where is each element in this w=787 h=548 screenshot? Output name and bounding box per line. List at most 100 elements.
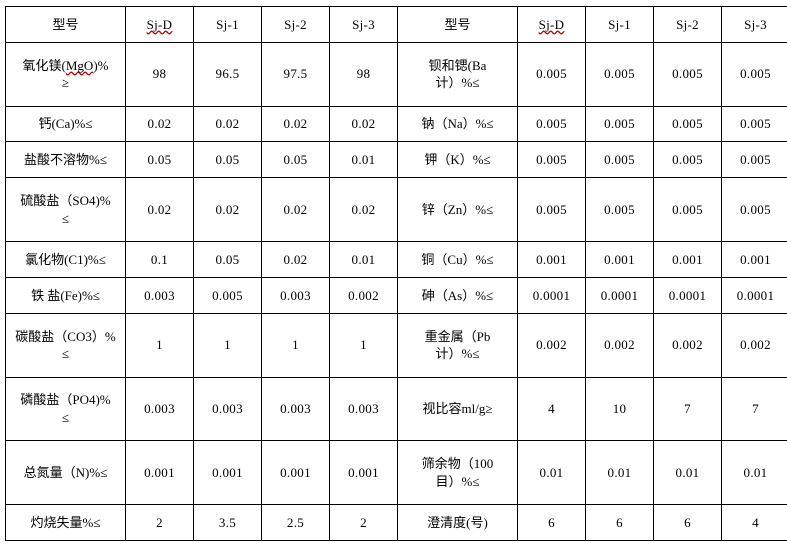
cell-value: 0.005 xyxy=(653,41,722,107)
row-label-so4: 硫酸盐（SO4)% ≤ xyxy=(5,177,126,243)
header-left-model: 型号 xyxy=(5,6,126,43)
table-row: 盐酸不溶物%≤ 0.05 0.05 0.05 0.01 钾（K）%≤ 0.005… xyxy=(5,141,787,179)
cell-value: 0.0001 xyxy=(721,276,787,314)
cell-value: 0.001 xyxy=(261,440,330,506)
cell-value: 0.003 xyxy=(261,376,330,442)
cell-value: 0.001 xyxy=(653,241,722,278)
cell-value: 0.005 xyxy=(721,41,787,107)
cell-value: 0.005 xyxy=(517,141,586,179)
cell-value: 0.01 xyxy=(721,440,787,506)
row-label-sieve-residue-line1: 筛余物（100 xyxy=(421,456,494,472)
cell-value: 0.005 xyxy=(517,105,586,143)
header-right-sjd-text: Sj-D xyxy=(538,16,565,32)
cell-value: 96.5 xyxy=(193,41,262,107)
row-label-co3: 碳酸盐（CO3）% ≤ xyxy=(5,312,126,378)
row-label-mgo-line2: ≥ xyxy=(61,75,70,91)
cell-value: 0.0001 xyxy=(585,276,654,314)
row-label-k: 钾（K）%≤ xyxy=(397,141,518,179)
row-label-ignition-loss: 灼烧失量%≤ xyxy=(5,504,126,541)
row-label-na: 钠（Na）%≤ xyxy=(397,105,518,143)
cell-value: 98 xyxy=(329,41,398,107)
specification-table: 型号 Sj-D Sj-1 Sj-2 Sj-3 型号 Sj-D Sj-1 Sj-2… xyxy=(5,6,787,541)
row-label-so4-line2: ≤ xyxy=(61,210,70,226)
cell-value: 0.02 xyxy=(125,105,194,143)
row-label-mgo-line1: 氧化镁(MgO)% xyxy=(22,57,109,73)
row-label-co3-line1: 碳酸盐（CO3）% xyxy=(15,328,116,344)
cell-value: 0.0001 xyxy=(517,276,586,314)
table-row: 总氮量（N)%≤ 0.001 0.001 0.001 0.001 筛余物（100… xyxy=(5,440,787,506)
row-label-pb: 重金属（Pb 计）%≤ xyxy=(397,312,518,378)
cell-value: 97.5 xyxy=(261,41,330,107)
row-label-bulk-volume: 视比容ml/g≥ xyxy=(397,376,518,442)
table-header-row: 型号 Sj-D Sj-1 Sj-2 Sj-3 型号 Sj-D Sj-1 Sj-2… xyxy=(5,6,787,43)
cell-value: 0.003 xyxy=(261,276,330,314)
row-label-pb-line2: 计）%≤ xyxy=(435,346,480,362)
cell-value: 0.02 xyxy=(261,177,330,243)
cell-value: 0.002 xyxy=(517,312,586,378)
row-label-pb-line1: 重金属（Pb xyxy=(424,328,491,344)
row-label-mgo: 氧化镁(MgO)% ≥ xyxy=(5,41,126,107)
header-right-sj3: Sj-3 xyxy=(721,6,787,43)
cell-value: 2 xyxy=(329,504,398,541)
table-row: 硫酸盐（SO4)% ≤ 0.02 0.02 0.02 0.02 锌（Zn）%≤ 0… xyxy=(5,177,787,243)
cell-value: 0.005 xyxy=(585,177,654,243)
cell-value: 0.02 xyxy=(193,177,262,243)
cell-value: 0.005 xyxy=(653,105,722,143)
row-label-chloride: 氯化物(C1)%≤ xyxy=(5,241,126,278)
cell-value: 0.005 xyxy=(585,141,654,179)
header-right-sjd: Sj-D xyxy=(517,6,586,43)
cell-value: 0.01 xyxy=(517,440,586,506)
header-left-sjd: Sj-D xyxy=(125,6,194,43)
table-row: 磷酸盐（PO4)% ≤ 0.003 0.003 0.003 0.003 视比容ml… xyxy=(5,376,787,442)
header-right-sj1: Sj-1 xyxy=(585,6,654,43)
cell-value: 0.002 xyxy=(585,312,654,378)
row-label-po4-line2: ≤ xyxy=(61,409,70,425)
row-label-hcl-insoluble: 盐酸不溶物%≤ xyxy=(5,141,126,179)
cell-value: 10 xyxy=(585,376,654,442)
cell-value: 1 xyxy=(193,312,262,378)
cell-value: 0.001 xyxy=(125,440,194,506)
cell-value: 0.001 xyxy=(329,440,398,506)
cell-value: 0.005 xyxy=(721,105,787,143)
row-label-po4-line1: 磷酸盐（PO4)% xyxy=(20,392,111,408)
cell-value: 3.5 xyxy=(193,504,262,541)
cell-value: 0.05 xyxy=(261,141,330,179)
cell-value: 0.01 xyxy=(329,141,398,179)
cell-value: 2 xyxy=(125,504,194,541)
row-label-sieve-residue-line2: 目）%≤ xyxy=(435,473,480,489)
row-label-sieve-residue: 筛余物（100 目）%≤ xyxy=(397,440,518,506)
cell-value: 0.005 xyxy=(193,276,262,314)
cell-value: 0.001 xyxy=(193,440,262,506)
header-left-sjd-text: Sj-D xyxy=(146,16,173,32)
row-label-fe: 铁 盐(Fe)%≤ xyxy=(5,276,126,314)
table-row: 氧化镁(MgO)% ≥ 98 96.5 97.5 98 钡和锶(Ba 计）%≤ 0.… xyxy=(5,41,787,107)
table-row: 铁 盐(Fe)%≤ 0.003 0.005 0.003 0.002 砷（As）%… xyxy=(5,276,787,314)
cell-value: 0.001 xyxy=(517,241,586,278)
row-label-ba-line2: 计）%≤ xyxy=(435,75,480,91)
cell-value: 0.005 xyxy=(653,141,722,179)
cell-value: 0.005 xyxy=(653,177,722,243)
row-label-co3-line2: ≤ xyxy=(61,346,70,362)
cell-value: 0.01 xyxy=(329,241,398,278)
cell-value: 0.003 xyxy=(329,376,398,442)
table-row: 灼烧失量%≤ 2 3.5 2.5 2 澄清度(号) 6 6 6 4 xyxy=(5,504,787,541)
cell-value: 0.005 xyxy=(517,41,586,107)
cell-value: 0.002 xyxy=(721,312,787,378)
cell-value: 7 xyxy=(721,376,787,442)
cell-value: 0.001 xyxy=(721,241,787,278)
cell-value: 4 xyxy=(517,376,586,442)
cell-value: 0.005 xyxy=(585,105,654,143)
cell-value: 7 xyxy=(653,376,722,442)
cell-value: 6 xyxy=(653,504,722,541)
cell-value: 0.01 xyxy=(653,440,722,506)
cell-value: 0.01 xyxy=(585,440,654,506)
header-left-sj3: Sj-3 xyxy=(329,6,398,43)
cell-value: 0.002 xyxy=(329,276,398,314)
cell-value: 0.02 xyxy=(329,105,398,143)
cell-value: 0.002 xyxy=(653,312,722,378)
cell-value: 0.005 xyxy=(585,41,654,107)
cell-value: 0.005 xyxy=(517,177,586,243)
cell-value: 6 xyxy=(517,504,586,541)
cell-value: 0.005 xyxy=(721,141,787,179)
header-left-sj2: Sj-2 xyxy=(261,6,330,43)
